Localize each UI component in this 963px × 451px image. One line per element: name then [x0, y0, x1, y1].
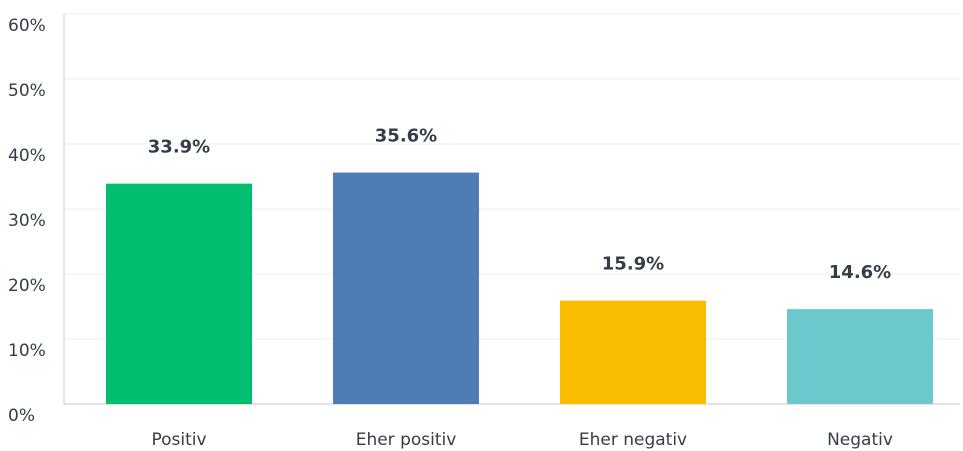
y-tick-label: 50%: [8, 81, 46, 101]
x-tick-label: Eher positiv: [356, 430, 457, 450]
value-label: 15.9%: [602, 254, 664, 275]
bar: [106, 183, 252, 404]
bar: [333, 172, 479, 404]
y-tick-label: 0%: [8, 406, 35, 426]
y-tick-label: 30%: [8, 211, 46, 231]
x-tick-label: Eher negativ: [579, 430, 687, 450]
y-tick-label: 10%: [8, 341, 46, 361]
x-tick-label: Positiv: [151, 430, 206, 450]
bar: [787, 309, 933, 404]
y-tick-label: 60%: [8, 16, 46, 36]
value-label: 14.6%: [829, 262, 891, 283]
x-tick-label: Negativ: [827, 430, 893, 450]
y-tick-label: 20%: [8, 276, 46, 296]
value-label: 35.6%: [375, 126, 437, 147]
bar: [560, 300, 706, 404]
value-label: 33.9%: [148, 137, 210, 158]
y-tick-label: 40%: [8, 146, 46, 166]
